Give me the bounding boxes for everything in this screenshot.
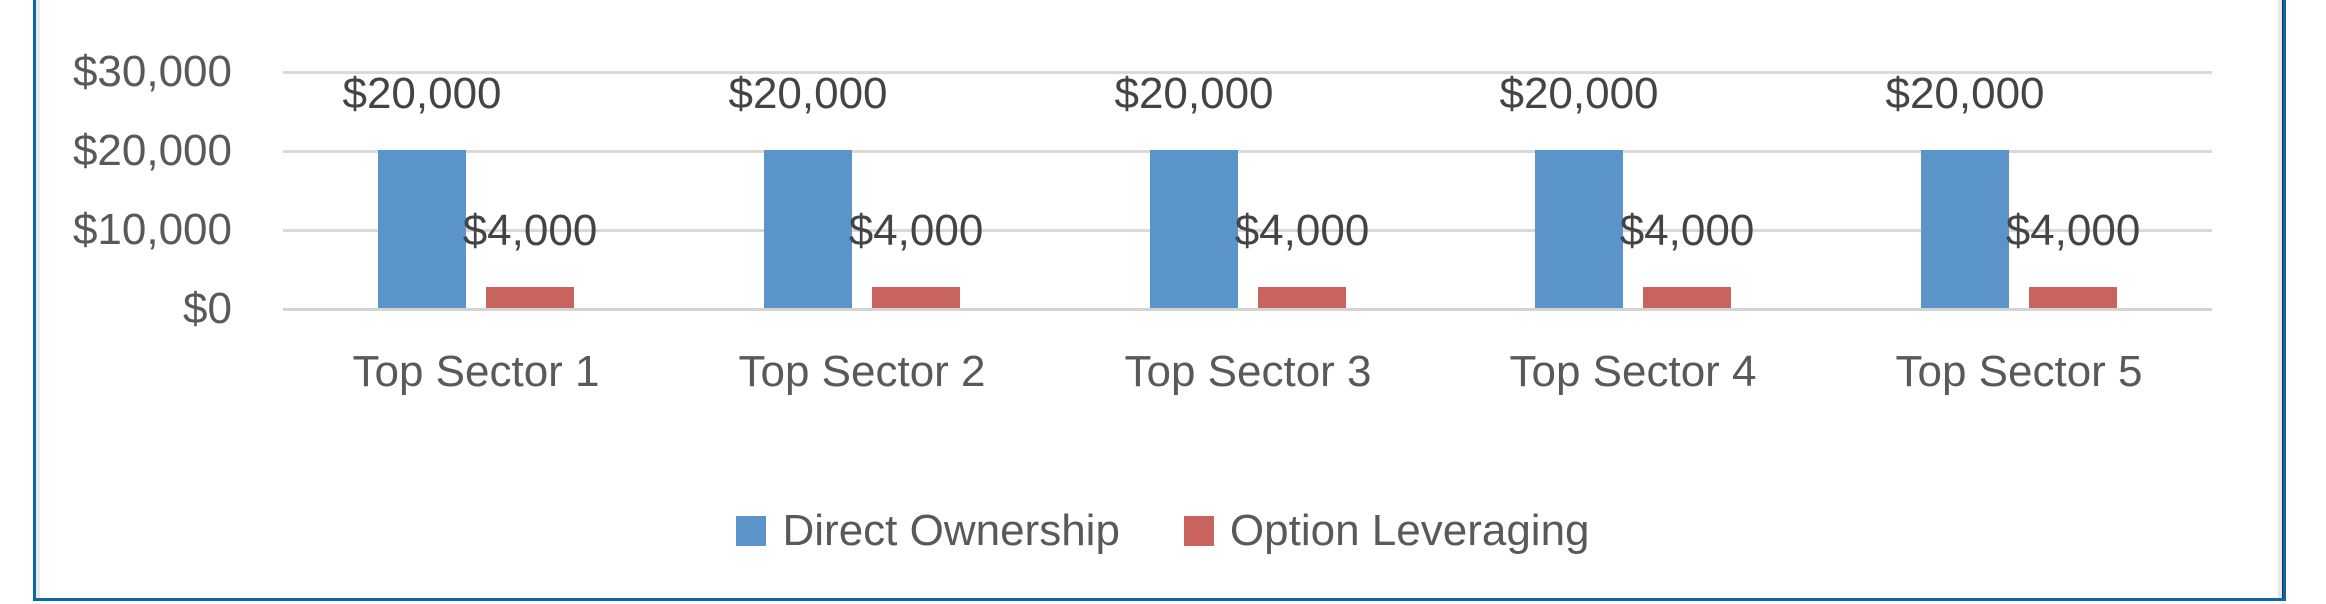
x-axis-category-label: Top Sector 1	[352, 347, 600, 396]
x-axis-category-label: Top Sector 4	[1509, 347, 1757, 396]
bar-option-leveraging	[1258, 287, 1346, 308]
legend-item-direct-ownership: Direct Ownership	[736, 505, 1120, 557]
data-label-option-leveraging: $4,000	[1234, 206, 1370, 255]
bar-direct-ownership	[1535, 150, 1623, 308]
legend-item-option-leveraging: Option Leveraging	[1183, 505, 1590, 557]
legend-label: Direct Ownership	[782, 506, 1120, 555]
y-axis-tick-label: $30,000	[72, 47, 232, 96]
data-label-direct-ownership: $20,000	[728, 69, 888, 118]
y-axis-tick-label: $20,000	[72, 126, 232, 175]
bar-option-leveraging	[486, 287, 574, 308]
bar-direct-ownership	[764, 150, 852, 308]
x-axis-category-label: Top Sector 5	[1895, 347, 2143, 396]
data-label-option-leveraging: $4,000	[2005, 206, 2141, 255]
y-gridline	[283, 150, 2212, 153]
data-label-option-leveraging: $4,000	[1619, 206, 1755, 255]
bar-direct-ownership	[1150, 150, 1238, 308]
x-axis-category-label: Top Sector 3	[1124, 347, 1372, 396]
bar-direct-ownership	[378, 150, 466, 308]
bar-direct-ownership	[1921, 150, 2009, 308]
y-gridline	[283, 229, 2212, 232]
y-axis-tick-label: $0	[183, 284, 232, 333]
bar-option-leveraging	[872, 287, 960, 308]
legend-swatch-icon	[1183, 516, 1214, 546]
data-label-option-leveraging: $4,000	[462, 206, 598, 255]
chart-legend: Direct Ownership Option Leveraging	[0, 505, 2326, 557]
data-label-direct-ownership: $20,000	[342, 69, 502, 118]
y-gridline	[283, 71, 2212, 74]
bar-option-leveraging	[1643, 287, 1731, 308]
legend-label: Option Leveraging	[1229, 506, 1590, 555]
data-label-direct-ownership: $20,000	[1885, 69, 2045, 118]
data-label-direct-ownership: $20,000	[1499, 69, 1659, 118]
bar-option-leveraging	[2029, 287, 2117, 308]
y-axis-tick-label: $10,000	[72, 205, 232, 254]
x-axis-line	[283, 308, 2212, 311]
legend-swatch-icon	[736, 516, 767, 546]
data-label-option-leveraging: $4,000	[848, 206, 984, 255]
data-label-direct-ownership: $20,000	[1114, 69, 1274, 118]
x-axis-category-label: Top Sector 2	[738, 347, 986, 396]
